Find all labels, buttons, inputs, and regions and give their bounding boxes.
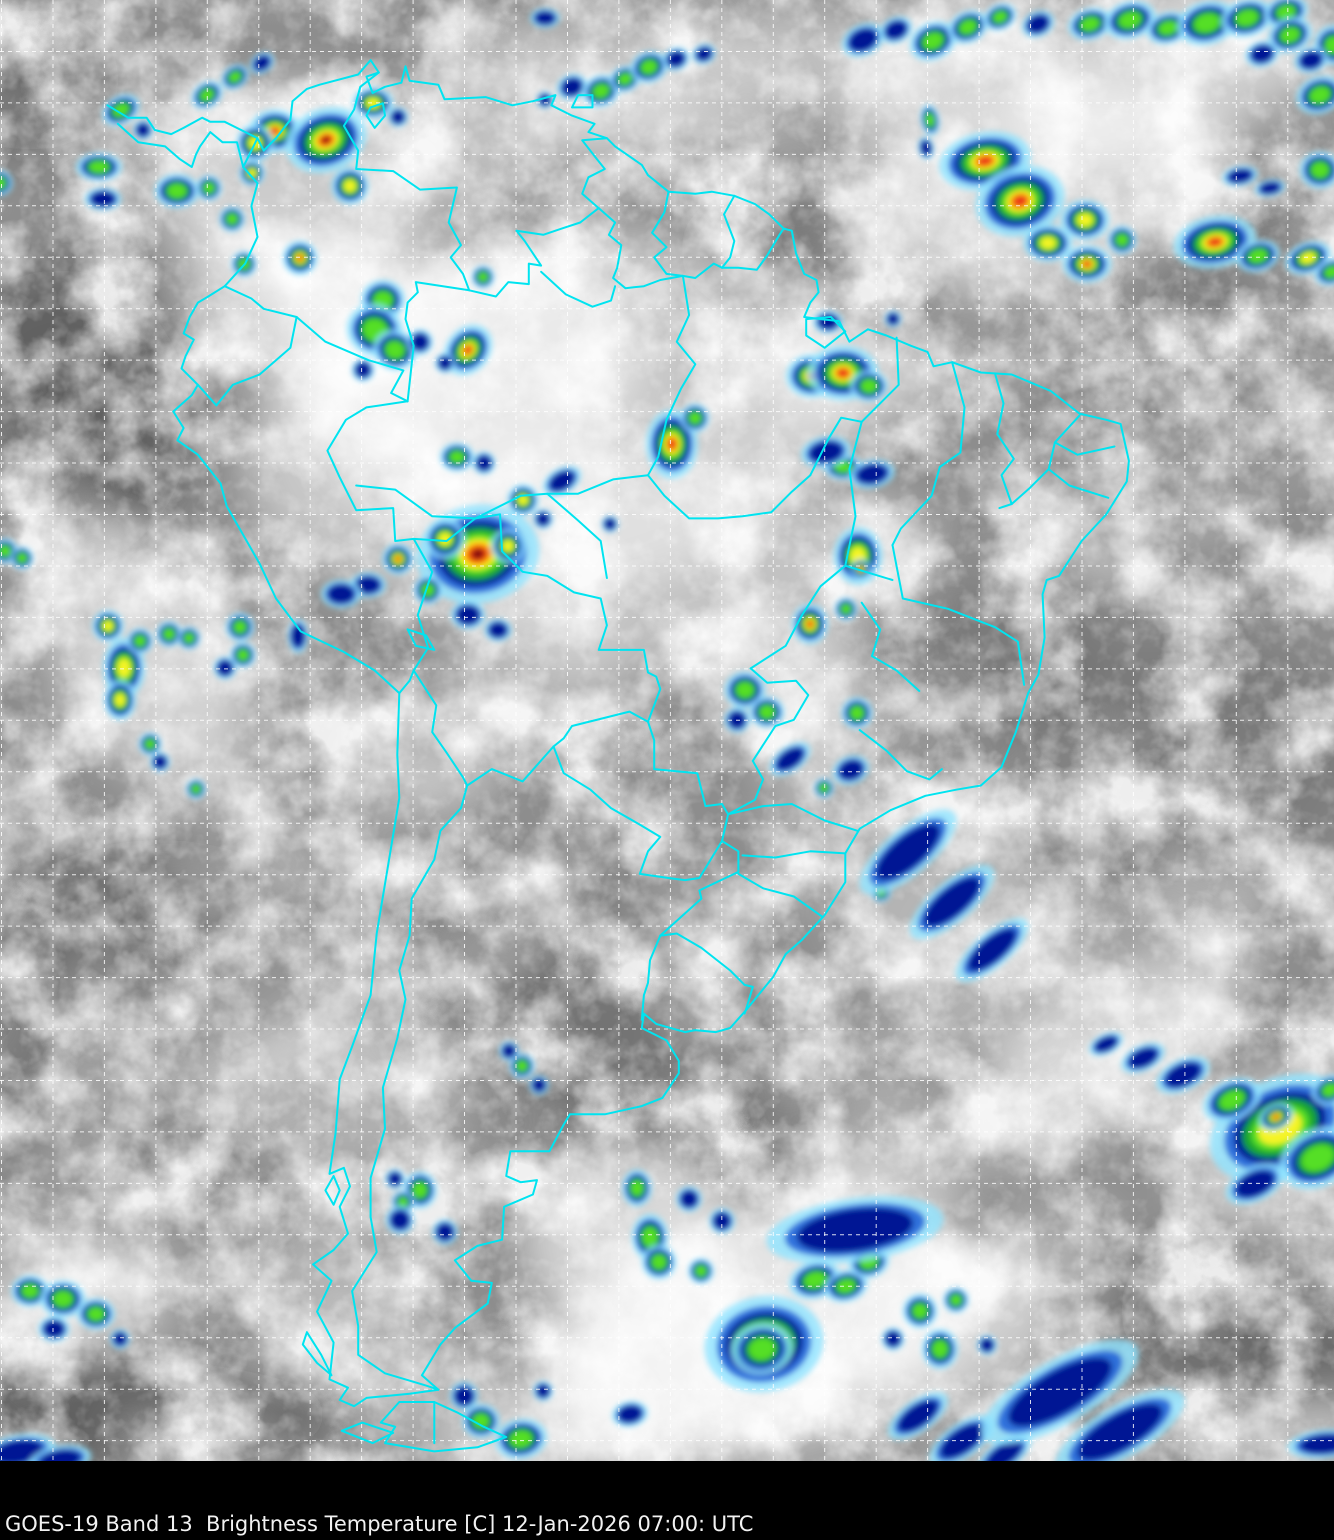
caption-bar: GOES-19 Band 13 Brightness Temperature [… [0, 1461, 1334, 1540]
satellite-map [0, 0, 1334, 1461]
caption-text: GOES-19 Band 13 Brightness Temperature [… [5, 1512, 754, 1536]
map-canvas [0, 0, 1334, 1461]
